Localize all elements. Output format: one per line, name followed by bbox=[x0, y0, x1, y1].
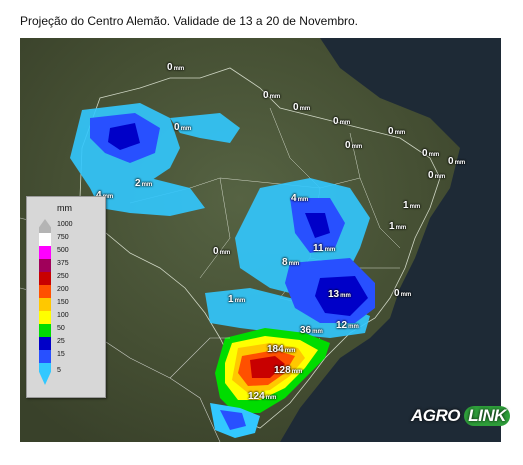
legend-tick: 200 bbox=[57, 286, 69, 293]
legend-swatch bbox=[39, 337, 51, 350]
rain-label: 0mm bbox=[293, 102, 311, 113]
legend-tick: 750 bbox=[57, 234, 69, 241]
rain-label: 0mm bbox=[345, 140, 363, 151]
legend-swatch bbox=[39, 350, 51, 363]
legend-tick: 5 bbox=[57, 367, 61, 374]
legend-scale: 1000 750 500 375 250 200 150 100 50 25 1… bbox=[39, 219, 85, 389]
legend-swatch bbox=[39, 363, 51, 385]
legend-unit: mm bbox=[57, 203, 72, 213]
rain-label: 4mm bbox=[291, 193, 309, 204]
rain-label: 2mm bbox=[135, 178, 153, 189]
precipitation-map: 0mm 0mm 0mm 0mm 0mm 0mm 0mm 0mm 0mm 0mm … bbox=[20, 38, 501, 442]
legend-swatch bbox=[39, 324, 51, 337]
legend-tick: 100 bbox=[57, 312, 69, 319]
legend-swatch bbox=[39, 272, 51, 285]
rain-label: 11mm bbox=[313, 243, 336, 254]
brazil-outline bbox=[79, 67, 441, 429]
legend-tick: 500 bbox=[57, 247, 69, 254]
map-title: Projeção do Centro Alemão. Validade de 1… bbox=[20, 14, 358, 28]
rain-label: 0mm bbox=[422, 148, 440, 159]
legend-tick: 1000 bbox=[57, 221, 73, 228]
rain-label: 12mm bbox=[336, 320, 359, 331]
rain-label: 1mm bbox=[403, 200, 421, 211]
legend-tick: 50 bbox=[57, 325, 65, 332]
rain-label: 128mm bbox=[274, 365, 303, 376]
rain-label: 0mm bbox=[213, 246, 231, 257]
legend-swatch bbox=[39, 219, 51, 233]
rain-label: 0mm bbox=[263, 90, 281, 101]
agrolink-logo: AGRO LINK bbox=[411, 406, 510, 426]
legend-swatch bbox=[39, 298, 51, 311]
legend-tick: 375 bbox=[57, 260, 69, 267]
rain-label: 36mm bbox=[300, 325, 323, 336]
rain-label: 0mm bbox=[394, 288, 412, 299]
legend-tick: 15 bbox=[57, 351, 65, 358]
legend-swatch bbox=[39, 311, 51, 324]
legend-swatch bbox=[39, 285, 51, 298]
rain-label: 0mm bbox=[167, 62, 185, 73]
rain-label: 0mm bbox=[174, 122, 192, 133]
rain-label: 0mm bbox=[388, 126, 406, 137]
rain-label: 184mm bbox=[267, 344, 296, 355]
rain-label: 0mm bbox=[448, 156, 466, 167]
rain-label: 8mm bbox=[282, 257, 300, 268]
legend-swatch bbox=[39, 246, 51, 259]
rain-label: 0mm bbox=[428, 170, 446, 181]
legend-swatch bbox=[39, 233, 51, 246]
legend-swatch bbox=[39, 259, 51, 272]
heavy-rain-areas bbox=[108, 123, 368, 316]
rain-label: 4mm bbox=[96, 190, 114, 201]
rain-label: 1mm bbox=[228, 294, 246, 305]
rain-label: 13mm bbox=[328, 289, 351, 300]
rain-label: 0mm bbox=[333, 116, 351, 127]
legend-tick: 150 bbox=[57, 299, 69, 306]
extreme-rain-area bbox=[210, 328, 330, 438]
color-legend: mm 1000 750 500 375 250 200 150 100 50 2… bbox=[26, 196, 106, 398]
rain-label: 124mm bbox=[248, 391, 277, 402]
legend-tick: 25 bbox=[57, 338, 65, 345]
rain-label: 1mm bbox=[389, 221, 407, 232]
map-graphic bbox=[20, 38, 501, 442]
legend-tick: 250 bbox=[57, 273, 69, 280]
